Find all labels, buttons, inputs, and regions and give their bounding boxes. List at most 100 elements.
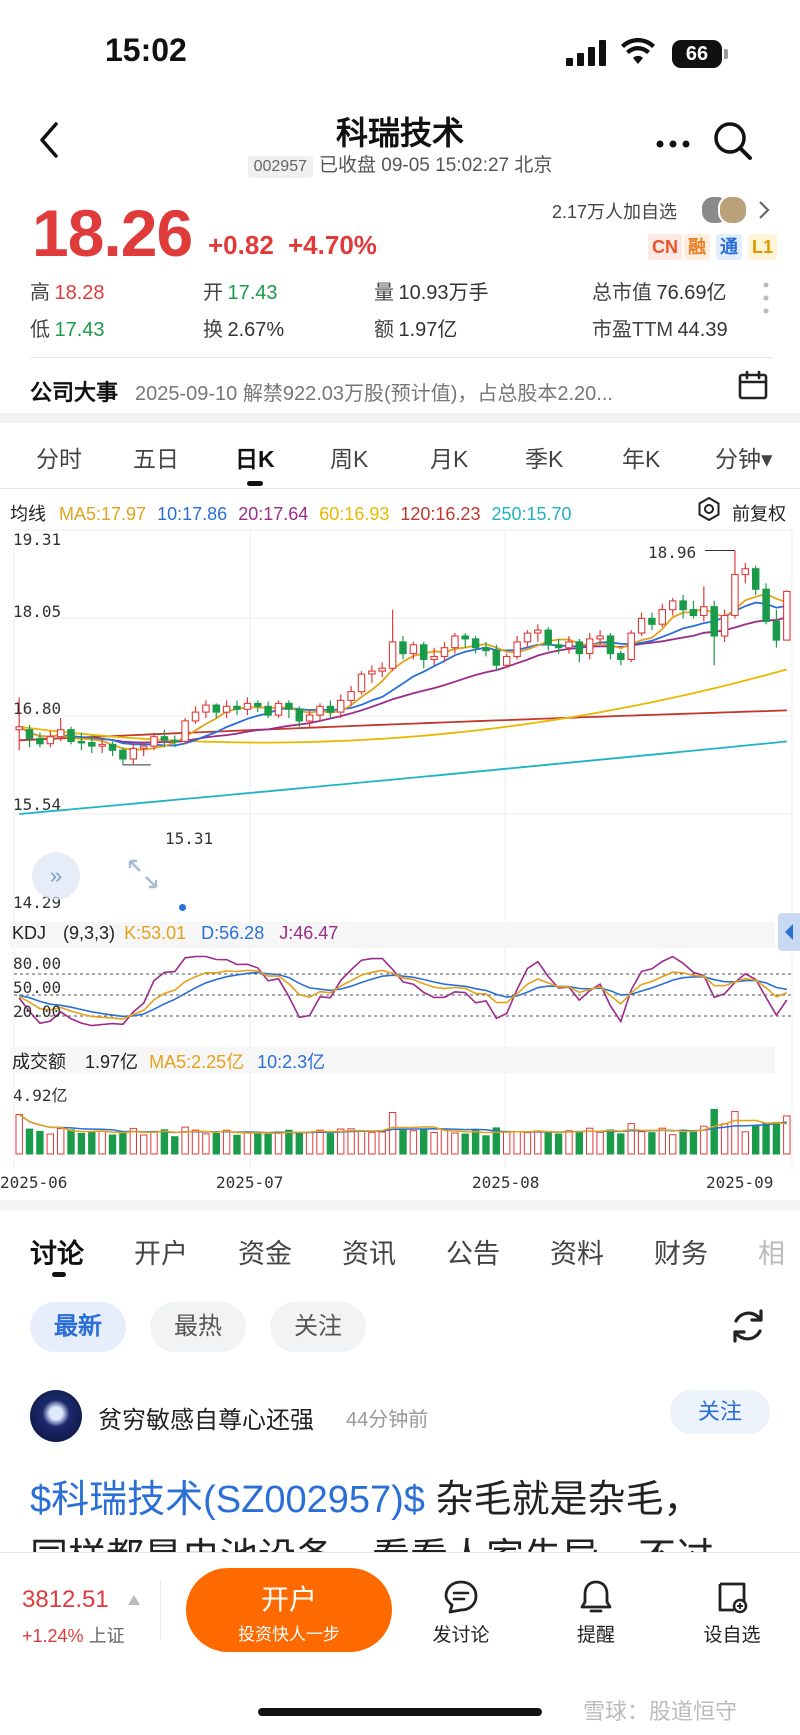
add-watchlist-label[interactable]: 设自选 bbox=[703, 1625, 761, 1646]
tab-capital[interactable]: 资金 bbox=[238, 1239, 292, 1269]
more-icon[interactable] bbox=[655, 136, 691, 154]
settings-icon[interactable] bbox=[697, 496, 721, 526]
back-icon[interactable] bbox=[36, 120, 62, 165]
volume-bar bbox=[337, 1128, 345, 1155]
candle-body bbox=[689, 609, 698, 617]
more-stats-icon[interactable] bbox=[762, 280, 770, 331]
volume-bar bbox=[150, 1131, 158, 1155]
x-axis-label: 2025-07 bbox=[216, 1173, 284, 1192]
filter-following[interactable]: 关注 bbox=[270, 1302, 366, 1352]
watcher-avatars[interactable] bbox=[700, 193, 748, 225]
fullscreen-icon[interactable] bbox=[126, 857, 160, 896]
volume-bar bbox=[233, 1134, 241, 1155]
side-collapse-icon[interactable] bbox=[778, 913, 800, 951]
volume-bar bbox=[461, 1133, 469, 1155]
stock-mention-link[interactable]: $科瑞技术(SZ002957)$ bbox=[30, 1479, 425, 1521]
candle-body bbox=[648, 617, 656, 625]
tab-discussion[interactable]: 讨论 bbox=[30, 1239, 84, 1269]
volume-bar bbox=[191, 1129, 200, 1155]
x-axis-label: 2025-08 bbox=[472, 1173, 540, 1192]
candle-body bbox=[668, 600, 677, 611]
triangle-up-icon bbox=[128, 1592, 140, 1610]
volume-bar bbox=[606, 1129, 615, 1155]
bell-icon[interactable] bbox=[578, 1578, 614, 1621]
avatar[interactable] bbox=[30, 1390, 82, 1442]
tab-daily-k[interactable]: 日K bbox=[235, 446, 275, 472]
tab-news[interactable]: 资讯 bbox=[342, 1239, 396, 1269]
tag-l1: L1 bbox=[748, 234, 778, 260]
volume-panel bbox=[15, 1108, 791, 1155]
adjust-mode[interactable]: 前复权 bbox=[732, 504, 786, 524]
volume-bar bbox=[731, 1110, 739, 1155]
volume-bar bbox=[108, 1134, 117, 1155]
candle-body bbox=[523, 632, 532, 643]
candle-body bbox=[596, 635, 604, 640]
kdj-k-line bbox=[18, 969, 788, 1020]
stock-name: 科瑞技术 bbox=[335, 115, 464, 151]
low-price-label: 15.31 bbox=[165, 829, 214, 848]
price-axis-label: 16.80 bbox=[13, 699, 62, 718]
tab-related[interactable]: 相 bbox=[758, 1239, 785, 1269]
watchers-count[interactable]: 2.17万人加自选 bbox=[552, 202, 678, 222]
candle-body bbox=[388, 641, 397, 669]
candle-body bbox=[720, 614, 729, 637]
filter-latest[interactable]: 最新 bbox=[30, 1302, 126, 1352]
stat-open: 开 17.43 bbox=[203, 282, 278, 304]
follow-button[interactable]: 关注 bbox=[670, 1390, 770, 1434]
ma20-line bbox=[18, 616, 788, 744]
tab-monthly-k[interactable]: 月K bbox=[430, 446, 469, 472]
index-value[interactable]: 3812.51 bbox=[22, 1586, 109, 1613]
stat-volume: 量 10.93万手 bbox=[374, 282, 489, 304]
volume-bar bbox=[399, 1129, 407, 1155]
chevron-right-icon[interactable] bbox=[758, 200, 770, 225]
tab-yearly-k[interactable]: 年K bbox=[622, 446, 661, 472]
search-icon[interactable] bbox=[712, 120, 754, 167]
volume-bar bbox=[57, 1128, 65, 1155]
volume-bar bbox=[305, 1131, 314, 1155]
open-account-button[interactable]: 开户 投资快人一步 bbox=[186, 1568, 392, 1652]
candle-body bbox=[212, 704, 221, 713]
home-indicator bbox=[258, 1708, 542, 1716]
alert-label[interactable]: 提醒 bbox=[576, 1625, 615, 1646]
kdj-panel bbox=[14, 955, 792, 1027]
calendar-icon[interactable] bbox=[738, 370, 768, 405]
ma120-line bbox=[19, 709, 787, 742]
candle-body bbox=[544, 629, 552, 646]
candle-body bbox=[399, 641, 407, 655]
post-author[interactable]: 贫穷敏感自尊心还强 bbox=[98, 1407, 314, 1434]
divider bbox=[160, 1580, 161, 1640]
volume-bar bbox=[783, 1115, 791, 1155]
tab-5day[interactable]: 五日 bbox=[133, 446, 179, 472]
chat-icon[interactable] bbox=[442, 1578, 480, 1621]
tab-financials[interactable]: 财务 bbox=[654, 1239, 708, 1269]
volume-bar bbox=[523, 1132, 532, 1155]
tab-profile[interactable]: 资料 bbox=[550, 1239, 604, 1269]
volume-legend-text: 成交额 1.97亿 MA5:2.25亿 10:2.3亿 bbox=[12, 1048, 325, 1074]
volume-bar bbox=[46, 1133, 54, 1155]
kdj-legend-text: KDJ (9,3,3) K:53.01 D:56.28 J:46.47 bbox=[12, 923, 338, 944]
candle-body bbox=[160, 736, 169, 741]
tab-intraday[interactable]: 分时 bbox=[36, 446, 82, 472]
tab-minute[interactable]: 分钟▾ bbox=[715, 446, 773, 472]
company-event-text[interactable]: 2025-09-10 解禁922.03万股(预计值)，占总股本2.20... bbox=[135, 383, 613, 405]
volume-bar bbox=[378, 1131, 386, 1155]
tab-weekly-k[interactable]: 周K bbox=[330, 446, 369, 472]
volume-label[interactable]: 成交额 bbox=[12, 1052, 66, 1072]
open-account-subtitle: 投资快人一步 bbox=[238, 1625, 340, 1644]
tab-open-account[interactable]: 开户 bbox=[134, 1239, 188, 1269]
ma120-value: 120:16.23 bbox=[400, 504, 481, 524]
tab-announcements[interactable]: 公告 bbox=[446, 1239, 500, 1269]
kline-chart[interactable] bbox=[0, 520, 800, 1180]
expand-left-icon[interactable]: » bbox=[32, 852, 80, 900]
post-discussion-label[interactable]: 发讨论 bbox=[432, 1625, 490, 1646]
candle-body bbox=[150, 736, 158, 747]
refresh-icon[interactable] bbox=[728, 1306, 768, 1351]
section-gap bbox=[0, 413, 800, 423]
kdj-label[interactable]: KDJ bbox=[12, 923, 47, 943]
tab-quarterly-k[interactable]: 季K bbox=[525, 446, 564, 472]
filter-hottest[interactable]: 最热 bbox=[150, 1302, 246, 1352]
add-watchlist-icon[interactable] bbox=[714, 1578, 750, 1621]
volume-bar bbox=[274, 1131, 283, 1155]
volume-bar bbox=[596, 1131, 604, 1155]
kdj-k-value: K:53.01 bbox=[124, 923, 187, 943]
